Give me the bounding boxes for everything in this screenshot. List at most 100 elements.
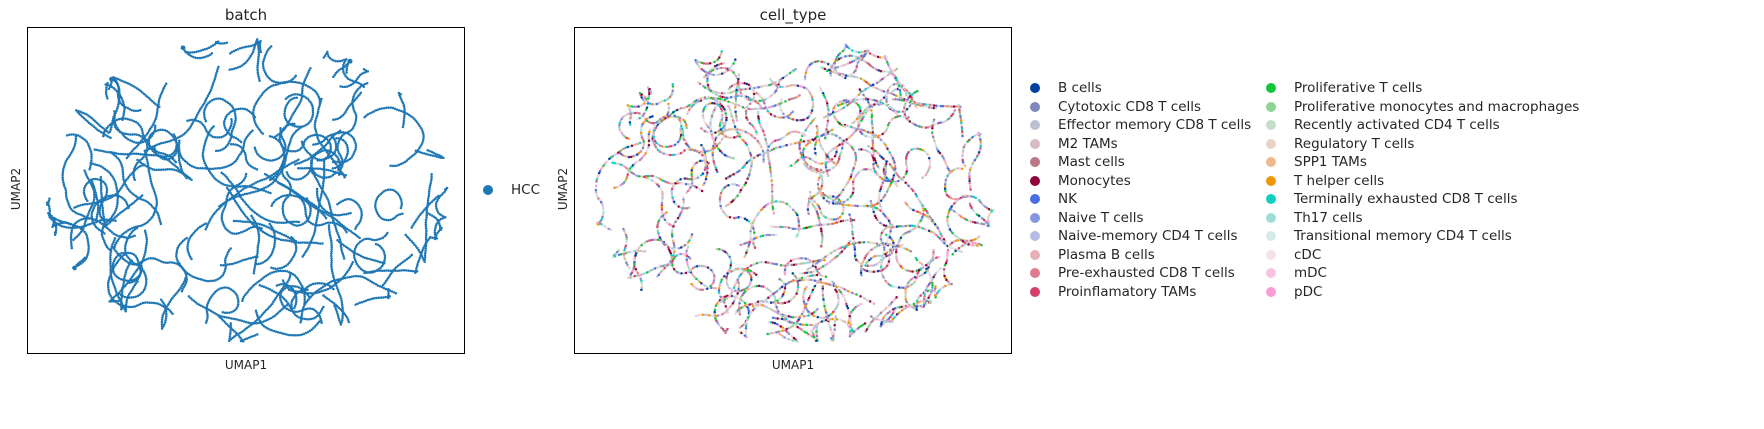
scatter-point <box>283 216 286 219</box>
scatter-point <box>141 91 144 94</box>
scatter-point <box>291 237 295 241</box>
scatter-point <box>219 316 222 319</box>
scatter-point <box>242 142 246 145</box>
scatter-point <box>134 255 138 258</box>
scatter-point <box>429 179 433 183</box>
scatter-point <box>727 128 730 131</box>
scatter-point <box>712 144 715 148</box>
scatter-point <box>212 98 216 101</box>
scatter-point <box>102 218 105 222</box>
scatter-point <box>115 81 119 85</box>
scatter-point <box>316 138 320 141</box>
scatter-point <box>342 70 345 73</box>
scatter-point <box>176 290 180 293</box>
scatter-point <box>112 284 116 287</box>
scatter-point <box>119 277 123 281</box>
scatter-point <box>334 149 337 152</box>
scatter-point <box>137 134 141 137</box>
scatter-point <box>281 164 284 167</box>
scatter-point <box>382 286 386 290</box>
scatter-point <box>254 211 257 215</box>
scatter-point <box>125 185 128 189</box>
scatter-point <box>830 128 834 132</box>
scatter-point <box>863 297 866 300</box>
scatter-point <box>164 261 167 264</box>
scatter-point <box>246 204 249 207</box>
scatter-point <box>125 299 129 302</box>
scatter-point <box>129 232 132 236</box>
scatter-point <box>162 323 166 326</box>
scatter-point <box>400 269 404 272</box>
scatter-point <box>159 222 163 226</box>
scatter-point <box>159 168 163 171</box>
scatter-point <box>344 160 348 163</box>
scatter-point <box>302 253 306 256</box>
scatter-point <box>97 220 100 223</box>
scatter-point <box>358 240 362 244</box>
scatter-point <box>253 43 257 46</box>
scatter-point <box>280 221 283 225</box>
scatter-point <box>337 131 341 135</box>
scatter-point <box>297 224 301 227</box>
scatter-point <box>95 148 99 152</box>
scatter-point <box>283 141 286 145</box>
scatter-point <box>176 246 180 249</box>
scatter-point <box>271 249 275 253</box>
scatter-point <box>281 172 284 176</box>
scatter-point <box>86 251 90 255</box>
scatter-point <box>204 138 208 141</box>
scatter-point <box>423 260 426 263</box>
scatter-point <box>321 186 325 189</box>
scatter-point <box>317 133 321 137</box>
scatter-point <box>160 260 163 263</box>
scatter-point <box>293 76 296 79</box>
scatter-point <box>103 133 106 136</box>
scatter-point <box>109 196 112 200</box>
scatter-point <box>353 258 357 261</box>
scatter-point <box>961 150 965 153</box>
scatter-point <box>48 216 51 219</box>
scatter-point <box>312 233 315 237</box>
scatter-point <box>140 157 144 161</box>
scatter-point <box>283 306 287 309</box>
scatter-point <box>103 241 107 245</box>
scatter-point <box>317 182 321 186</box>
scatter-point <box>74 141 77 145</box>
scatter-point <box>229 138 232 141</box>
scatter-point <box>132 85 135 88</box>
scatter-point <box>74 135 78 138</box>
scatter-point <box>430 200 434 203</box>
scatter-point <box>142 198 145 202</box>
scatter-point <box>266 307 270 310</box>
scatter-point <box>259 39 262 43</box>
scatter-point <box>268 135 272 138</box>
scatter-point <box>145 235 148 239</box>
scatter-point <box>186 243 190 246</box>
scatter-point <box>290 305 293 308</box>
scatter-point <box>290 289 293 292</box>
scatter-point <box>804 139 808 143</box>
scatter-point <box>120 235 124 239</box>
scatter-point <box>343 274 347 277</box>
scatter-point <box>122 279 126 283</box>
scatter-point <box>895 225 899 228</box>
scatter-point <box>120 302 124 305</box>
scatter-point <box>318 311 322 314</box>
scatter-point <box>229 317 233 320</box>
scatter-point <box>290 194 293 197</box>
scatter-point <box>186 176 190 179</box>
scatter-point <box>330 286 334 289</box>
scatter-point <box>353 249 356 253</box>
scatter-point <box>399 109 403 113</box>
scatter-point <box>427 196 430 200</box>
scatter-point <box>408 238 412 242</box>
scatter-point <box>240 64 244 67</box>
scatter-point <box>55 223 58 226</box>
scatter-point <box>403 108 406 111</box>
scatter-point <box>417 248 420 252</box>
scatter-point <box>379 237 383 240</box>
scatter-point <box>113 216 117 219</box>
scatter-point <box>139 134 143 138</box>
scatter-point <box>232 136 236 139</box>
scatter-point <box>131 274 135 277</box>
